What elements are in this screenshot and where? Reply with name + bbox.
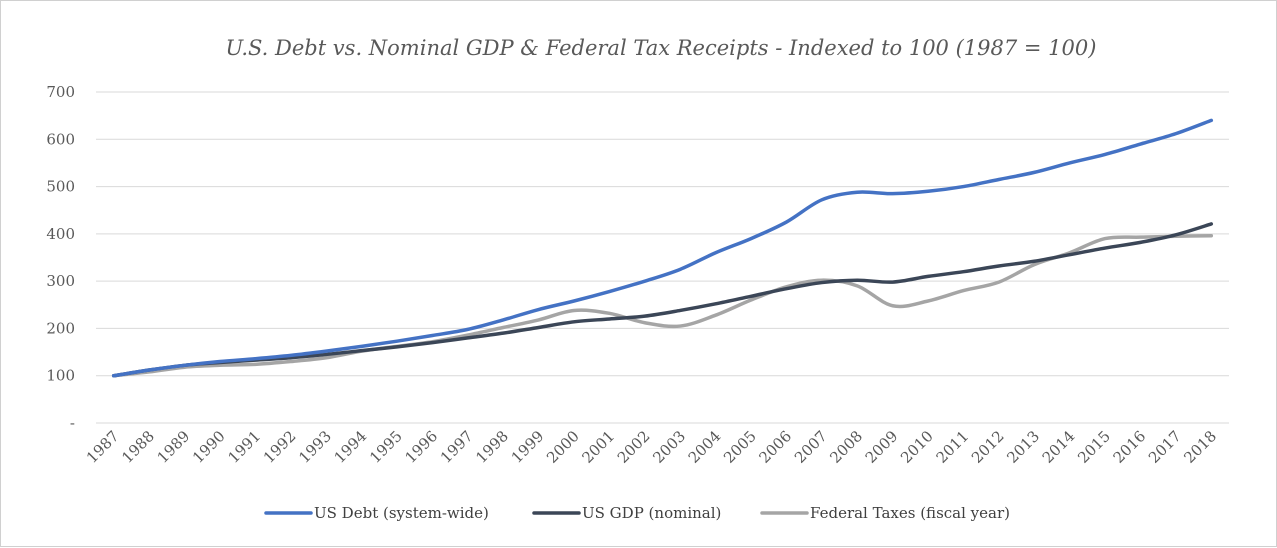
x-tick-label: 2001 (578, 427, 618, 467)
series-lines (111, 118, 1214, 378)
x-tick-label: 2015 (1074, 427, 1114, 467)
x-tick-label: 2007 (791, 427, 831, 467)
y-tick-label: 400 (46, 225, 75, 243)
x-tick-label: 2000 (543, 427, 583, 467)
y-tick-label: 300 (46, 272, 75, 290)
x-tick-label: 2014 (1039, 427, 1079, 467)
series-line-us-gdp (111, 222, 1214, 378)
y-tick-label: 600 (46, 130, 75, 148)
x-tick-label: 2002 (614, 427, 654, 467)
x-tick-label: 1994 (331, 427, 371, 467)
x-tick-label: 2011 (933, 427, 973, 467)
x-tick-label: 2017 (1145, 427, 1185, 467)
x-tick-label: 2013 (1003, 427, 1043, 467)
x-tick-label: 1992 (260, 427, 300, 467)
x-tick-label: 1997 (437, 427, 477, 467)
x-tick-label: 1988 (118, 427, 158, 467)
chart-title: U.S. Debt vs. Nominal GDP & Federal Tax … (226, 36, 1097, 60)
x-tick-label: 1998 (472, 427, 512, 467)
gridlines (96, 91, 1229, 424)
legend: US Debt (system-wide) US GDP (nominal) Fed… (264, 504, 1010, 522)
x-tick-label: 2016 (1110, 427, 1150, 467)
x-tick-label: 2018 (1180, 427, 1220, 467)
x-tick-label: 1996 (401, 427, 441, 467)
y-tick-label: 100 (46, 367, 75, 385)
x-tick-label: 1990 (189, 427, 229, 467)
x-axis-ticks: 1987198819891990199119921993199419951996… (83, 427, 1220, 467)
x-tick-label: 2005 (720, 427, 760, 467)
y-axis-ticks: - 100 200 300 400 500 600 700 (46, 83, 75, 432)
y-tick-label: - (70, 414, 75, 432)
x-tick-label: 1989 (154, 427, 194, 467)
x-tick-label: 1987 (83, 427, 123, 467)
y-tick-label: 200 (46, 319, 75, 337)
y-tick-label: 700 (46, 83, 75, 101)
y-tick-label: 500 (46, 178, 75, 196)
x-tick-label: 2012 (968, 427, 1008, 467)
x-tick-label: 2006 (756, 427, 796, 467)
legend-label-federal-taxes: Federal Taxes (fiscal year) (810, 504, 1010, 522)
series-line-federal-taxes (111, 233, 1214, 378)
legend-label-us-debt: US Debt (system-wide) (314, 504, 489, 522)
x-tick-label: 1999 (508, 427, 548, 467)
x-tick-label: 2009 (862, 427, 902, 467)
x-tick-label: 2008 (826, 427, 866, 467)
x-tick-label: 2004 (685, 427, 725, 467)
legend-label-us-gdp: US GDP (nominal) (582, 504, 721, 522)
x-tick-label: 1995 (366, 427, 406, 467)
x-tick-label: 2003 (649, 427, 689, 467)
x-tick-label: 1993 (295, 427, 335, 467)
series-line-us-debt (111, 118, 1214, 378)
x-tick-label: 2010 (897, 427, 937, 467)
x-tick-label: 1991 (224, 427, 264, 467)
